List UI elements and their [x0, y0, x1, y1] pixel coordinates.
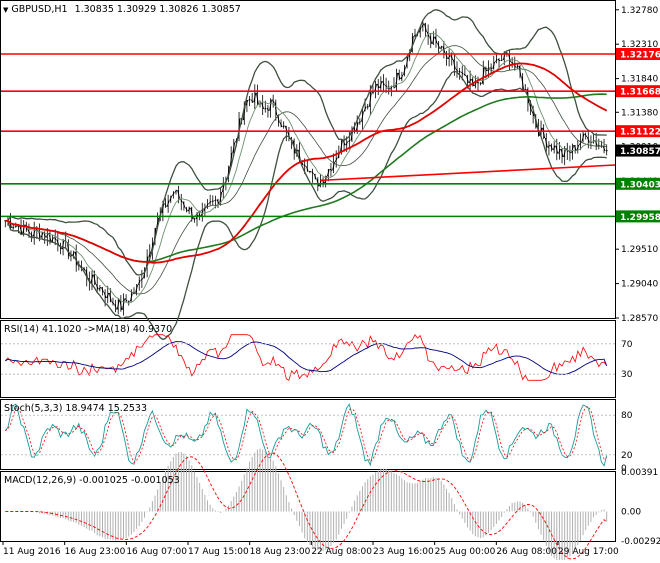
time-tick-label: 23 Aug 16:00	[373, 547, 434, 557]
price-tick-label: 1.31840	[621, 75, 658, 85]
rsi-tick-label: 70	[621, 340, 633, 350]
macd-tick-label: 0.00	[621, 508, 641, 518]
macd-tick-label: -0.00292	[621, 537, 660, 547]
level-tag-label: 1.29958	[620, 213, 660, 223]
candle-body	[264, 108, 266, 109]
price-axis: 1.327801.323101.318401.313801.309101.304…	[615, 6, 660, 324]
level-tag-label: 1.31122	[620, 128, 660, 138]
price-tick-label: 1.29510	[621, 245, 658, 255]
level-tag-label: 1.31668	[620, 88, 660, 98]
level-tag-label: 1.30857	[620, 147, 660, 157]
macd-tick-label: 0.00391	[621, 468, 658, 478]
level-tag-label: 1.32176	[620, 51, 660, 61]
rsi-title: RSI(14) 41.1020 ->MA(18) 40.9370	[4, 324, 172, 335]
symbol-label: GBPUSD,H1	[11, 4, 67, 15]
price-tick-label: 1.28570	[621, 314, 658, 324]
time-tick-label: 11 Aug 2016	[3, 547, 61, 557]
candle-body	[212, 201, 214, 202]
price-tick-label: 1.32780	[621, 6, 658, 16]
stoch-tick-label: 80	[621, 411, 633, 421]
time-tick-label: 18 Aug 23:00	[250, 547, 311, 557]
candle-body	[12, 227, 14, 228]
time-tick-label: 16 Aug 23:00	[65, 547, 126, 557]
time-tick-label: 16 Aug 07:00	[126, 547, 187, 557]
price-tick-label: 1.31380	[621, 108, 658, 118]
time-tick-label: 17 Aug 15:00	[188, 547, 249, 557]
candle-body	[459, 71, 461, 72]
time-tick-label: 26 Aug 08:00	[496, 547, 557, 557]
time-tick-label: 25 Aug 00:00	[435, 547, 496, 557]
stoch-title: Stoch(5,3,3) 18.9474 15.2533	[4, 403, 147, 414]
time-tick-label: 29 Aug 17:00	[558, 547, 619, 557]
chart-title: ▼ GBPUSD,H1 1.30835 1.30929 1.30826 1.30…	[3, 4, 241, 15]
time-tick-label: 22 Aug 08:00	[311, 547, 372, 557]
price-tick-label: 1.29040	[621, 280, 658, 290]
rsi-tick-label: 30	[621, 370, 633, 380]
stoch-tick-label: 20	[621, 451, 633, 461]
candle-body	[283, 126, 285, 127]
macd-title: MACD(12,26,9) -0.001025 -0.001053	[4, 475, 180, 486]
level-tag-label: 1.30403	[620, 180, 660, 190]
collapse-icon[interactable]: ▼	[3, 6, 8, 14]
ohlc-values: 1.30835 1.30929 1.30826 1.30857	[75, 4, 241, 15]
